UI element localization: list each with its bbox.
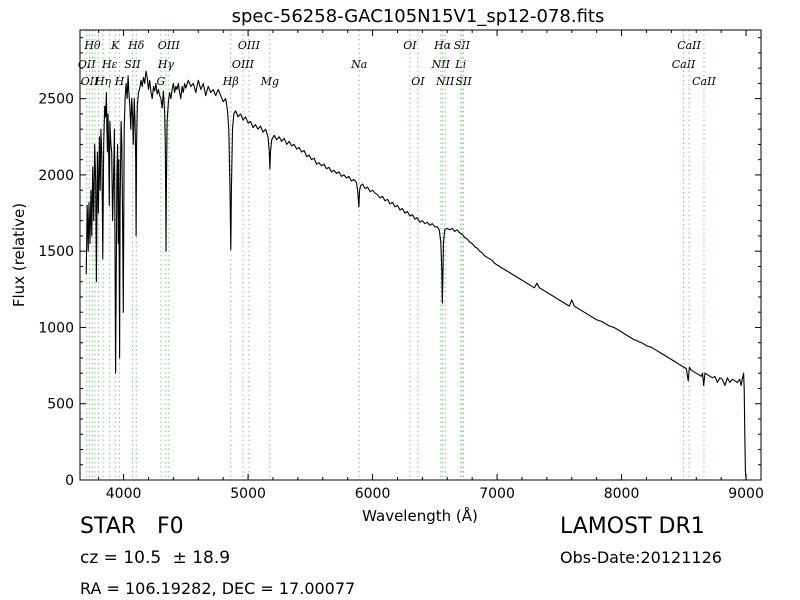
- x-axis: 4000 5000 6000 7000 8000 9000: [98, 30, 764, 502]
- series-line: [85, 70, 747, 481]
- y-axis: 0 500 1000 1500 2000 2500: [38, 37, 761, 489]
- line-marker-label: Li: [454, 58, 466, 71]
- line-marker-label: SII: [124, 58, 141, 71]
- x-tick-label: 9000: [728, 486, 764, 502]
- line-marker-label: Hδ: [127, 39, 145, 52]
- y-tick-label: 2500: [38, 92, 74, 108]
- line-marker-label: CaII: [672, 58, 696, 71]
- line-marker-label: CaII: [677, 39, 701, 52]
- line-marker-label: Hβ: [222, 75, 239, 88]
- object-class-label: STAR: [80, 514, 137, 539]
- line-marker-label: OIII: [238, 39, 261, 52]
- object-class: STAR F0: [80, 514, 184, 539]
- redshift: cz = 10.5 ± 18.9: [80, 548, 230, 568]
- y-tick-label: 1500: [38, 244, 74, 260]
- y-tick-label: 2000: [38, 168, 74, 184]
- y-tick-label: 0: [65, 473, 74, 489]
- line-marker-label: Hα: [433, 39, 452, 52]
- line-marker-label: NII: [431, 58, 451, 71]
- series-layer: [85, 70, 747, 481]
- spectral-subclass: F0: [157, 514, 184, 539]
- y-axis-label: Flux (relative): [10, 203, 28, 307]
- line-marker-label: G: [157, 75, 166, 88]
- x-tick-label: 8000: [604, 486, 640, 502]
- emission-line-markers: OII OII Hθ Hη Hε K H SII Hδ G Hγ OIII Hβ OIII OIII Mg Na…: [78, 30, 716, 480]
- line-marker-label: Hθ: [83, 39, 101, 52]
- x-tick-label: 7000: [479, 486, 515, 502]
- coordinates: RA = 106.19282, DEC = 17.00077: [80, 579, 356, 598]
- survey-name: LAMOST DR1: [560, 514, 705, 539]
- line-marker-label: SII: [454, 39, 471, 52]
- y-tick-label: 1000: [38, 320, 74, 336]
- line-marker-label: NII: [435, 75, 455, 88]
- line-marker-label: OI: [411, 75, 425, 88]
- chart-title: spec-56258-GAC105N15V1_sp12-078.fits: [232, 6, 605, 27]
- y-tick-label: 500: [47, 397, 74, 413]
- line-marker-label: OII: [78, 58, 96, 71]
- line-marker-label: OIII: [158, 39, 181, 52]
- line-marker-label: Hη: [94, 75, 112, 88]
- plot-frame: [79, 29, 762, 481]
- line-marker-label: H: [114, 75, 125, 88]
- line-marker-label: SII: [455, 75, 472, 88]
- line-marker-label: Mg: [260, 75, 279, 88]
- line-marker-label: K: [110, 39, 120, 52]
- x-tick-label: 5000: [230, 486, 266, 502]
- x-tick-label: 6000: [355, 486, 391, 502]
- line-marker-label: OI: [403, 39, 417, 52]
- observation-date: Obs-Date:20121126: [560, 548, 722, 567]
- redshift-error: ± 18.9: [172, 548, 231, 568]
- line-marker-label: Hγ: [157, 58, 175, 71]
- line-marker-label: Hε: [101, 58, 118, 71]
- redshift-value: cz = 10.5: [80, 548, 162, 568]
- line-marker-label: OIII: [232, 58, 255, 71]
- line-marker-label: Na: [350, 58, 367, 71]
- line-marker-label: CaII: [692, 75, 716, 88]
- x-axis-label: Wavelength (Å): [362, 506, 478, 525]
- line-marker-label: OII: [81, 75, 99, 88]
- x-tick-label: 4000: [106, 486, 142, 502]
